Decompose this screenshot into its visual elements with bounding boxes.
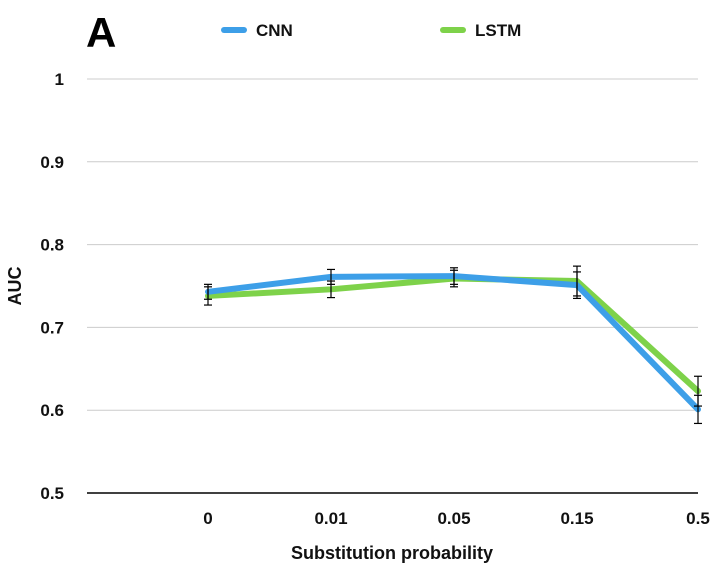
error-bars <box>204 265 702 425</box>
y-tick-label: 0.7 <box>40 318 64 337</box>
y-tick-label: 0.9 <box>40 153 64 172</box>
error-bar-lstm <box>573 265 581 297</box>
legend-item-lstm: LSTM <box>440 21 521 40</box>
series-lines <box>205 273 701 413</box>
legend: CNN LSTM <box>221 21 521 40</box>
legend-label: LSTM <box>475 21 521 40</box>
x-tick-label: 0.5 <box>686 509 710 528</box>
x-tick-label: 0.01 <box>314 509 347 528</box>
y-tick-label: 0.6 <box>40 401 64 420</box>
x-tick-label: 0 <box>203 509 212 528</box>
y-axis-title: AUC <box>5 267 25 306</box>
y-tick-label: 1 <box>55 70 64 89</box>
gridlines <box>87 78 698 494</box>
panel-label: A <box>86 9 116 56</box>
y-tick-label: 0.8 <box>40 236 64 255</box>
x-tick-label: 0.15 <box>560 509 593 528</box>
error-bar-lstm <box>694 375 702 407</box>
x-axis-title: Substitution probability <box>291 543 493 563</box>
error-bar-lstm <box>450 269 458 288</box>
y-tick-label: 0.5 <box>40 484 64 503</box>
y-axis-ticks: 0.5 0.6 0.7 0.8 0.9 1 <box>40 70 64 503</box>
series-line-cnn <box>205 273 701 413</box>
legend-label: CNN <box>256 21 293 40</box>
error-bar-lstm <box>204 286 212 306</box>
error-bar-lstm <box>327 280 335 299</box>
x-tick-label: 0.05 <box>437 509 470 528</box>
legend-item-cnn: CNN <box>221 21 293 40</box>
x-axis-ticks: 0 0.01 0.05 0.15 0.5 <box>203 509 710 528</box>
